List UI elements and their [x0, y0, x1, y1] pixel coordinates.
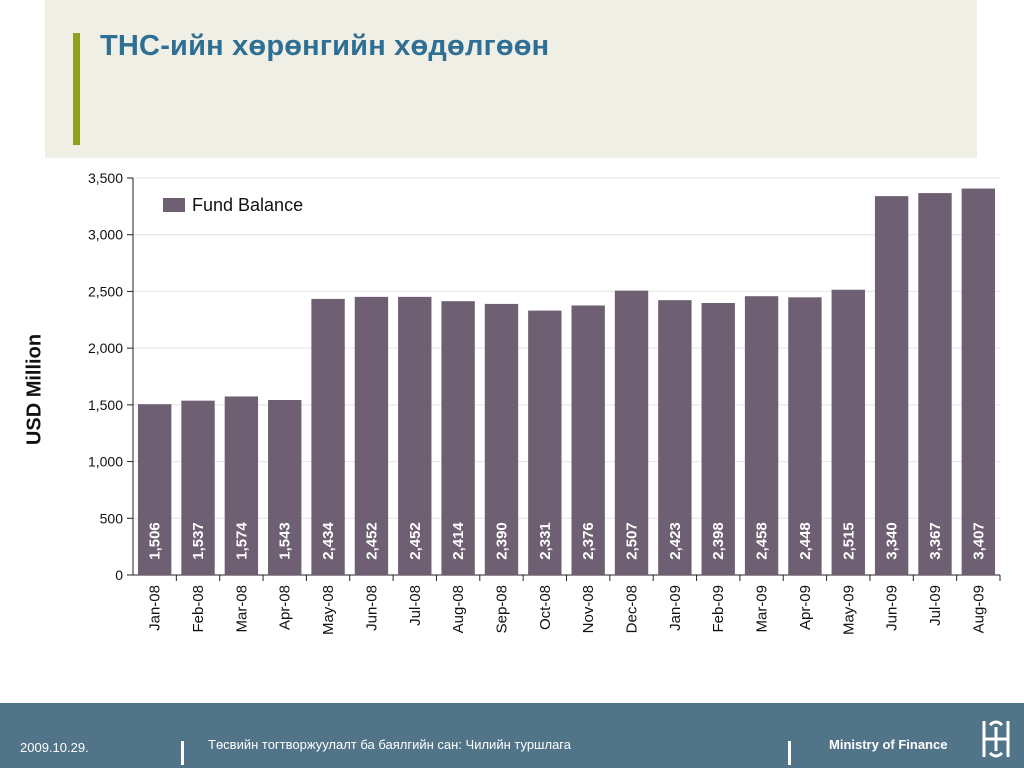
bar-data-label: 3,340	[884, 522, 901, 560]
x-tick-label: Jan-09	[667, 585, 684, 631]
x-tick-label: May-09	[840, 585, 857, 635]
bar-nov-08	[571, 305, 605, 575]
bar-dec-08	[614, 290, 649, 575]
bar-data-label: 2,458	[754, 522, 771, 560]
y-tick-label: 1,000	[88, 454, 123, 470]
bar-data-label: 1,537	[190, 522, 207, 560]
bar-data-label: 2,414	[450, 522, 467, 560]
x-tick-label: Jan-08	[147, 585, 164, 631]
bar-jul-09	[918, 193, 952, 575]
bar-jul-08	[398, 296, 432, 575]
x-tick-label: Mar-09	[754, 585, 771, 633]
bar-jan-09	[658, 300, 692, 575]
y-tick-label: 2,500	[88, 283, 123, 299]
bar-may-09	[831, 289, 865, 575]
bar-may-08	[311, 298, 345, 575]
legend-label: Fund Balance	[192, 195, 303, 215]
fund-balance-chart: 0 500 1,000 1,500 2,000 2,500 3,000 3,500 1,506 J…	[88, 170, 1001, 635]
bar-data-label: 2,376	[580, 522, 597, 560]
y-tick-label: 3,500	[88, 170, 123, 186]
x-tick-label: Dec-08	[624, 585, 641, 633]
y-tick-label: 500	[100, 510, 124, 526]
title-accent-bar	[73, 33, 80, 145]
bar-data-label: 2,448	[797, 522, 814, 560]
x-tick-label: Nov-08	[580, 585, 597, 633]
bar-data-label: 1,543	[277, 522, 294, 560]
footer-date: 2009.10.29.	[20, 740, 89, 755]
x-tick-label: Feb-08	[190, 585, 207, 633]
y-tick-label: 1,500	[88, 397, 123, 413]
x-tick-label: Aug-09	[970, 585, 987, 633]
bar-data-label: 2,507	[624, 522, 641, 560]
bar-data-label: 3,367	[927, 522, 944, 560]
bar-data-label: 2,434	[320, 522, 337, 560]
x-tick-label: Jun-09	[884, 585, 901, 631]
footer-subtitle: Төсвийн тогтворжуулалт ба баялгийн сан: …	[208, 737, 571, 752]
x-tick-label: Jul-08	[407, 585, 424, 626]
footer-separator	[788, 741, 791, 765]
footer: 2009.10.29. Төсвийн тогтворжуулалт ба ба…	[0, 703, 1024, 768]
x-tick-label: Apr-08	[277, 585, 294, 630]
footer-separator	[181, 741, 184, 765]
footer-org: Ministry of Finance	[829, 737, 948, 752]
bar-feb-08	[181, 400, 215, 575]
x-tick-label: Mar-08	[233, 585, 250, 633]
bar-jun-09	[874, 196, 909, 576]
x-tick-label: Oct-08	[537, 585, 554, 630]
bar-data-label: 1,574	[233, 522, 250, 560]
x-tick-label: Jun-08	[363, 585, 380, 631]
x-tick-label: Feb-09	[710, 585, 727, 633]
bar-data-label: 1,506	[147, 522, 164, 560]
bar-apr-09	[788, 297, 822, 575]
y-tick-label: 2,000	[88, 340, 123, 356]
title-band	[45, 0, 977, 158]
bar-aug-08	[441, 301, 475, 575]
bar-data-label: 2,515	[840, 522, 857, 560]
x-tick-label: Aug-08	[450, 585, 467, 633]
page-title: ТНС-ийн хөрөнгийн хөдөлгөөн	[100, 30, 550, 62]
ministry-logo-icon	[982, 720, 1010, 758]
x-tick-label: Sep-08	[493, 585, 510, 633]
bar-data-label: 2,452	[407, 522, 424, 560]
y-tick-label: 3,000	[88, 227, 123, 243]
x-tick-label: Jul-09	[927, 585, 944, 626]
bar-oct-08	[528, 310, 562, 575]
bar-jan-08	[137, 404, 172, 575]
bar-data-label: 2,452	[363, 522, 380, 560]
bar-data-label: 2,398	[710, 522, 727, 560]
bar-feb-09	[701, 302, 735, 575]
bar-apr-08	[268, 399, 302, 575]
bar-data-label: 3,407	[970, 522, 987, 560]
bar-data-label: 2,390	[493, 522, 510, 560]
x-tick-label: May-08	[320, 585, 337, 635]
bar-mar-08	[224, 396, 259, 575]
bar-aug-09	[961, 188, 996, 575]
x-tick-label: Apr-09	[797, 585, 814, 630]
y-tick-label: 0	[115, 567, 123, 583]
legend-swatch	[163, 198, 185, 212]
bar-jun-08	[354, 296, 389, 575]
bar-sep-08	[484, 303, 519, 575]
bar-data-label: 2,423	[667, 522, 684, 560]
bar-data-label: 2,331	[537, 522, 554, 560]
bar-mar-09	[744, 296, 779, 575]
